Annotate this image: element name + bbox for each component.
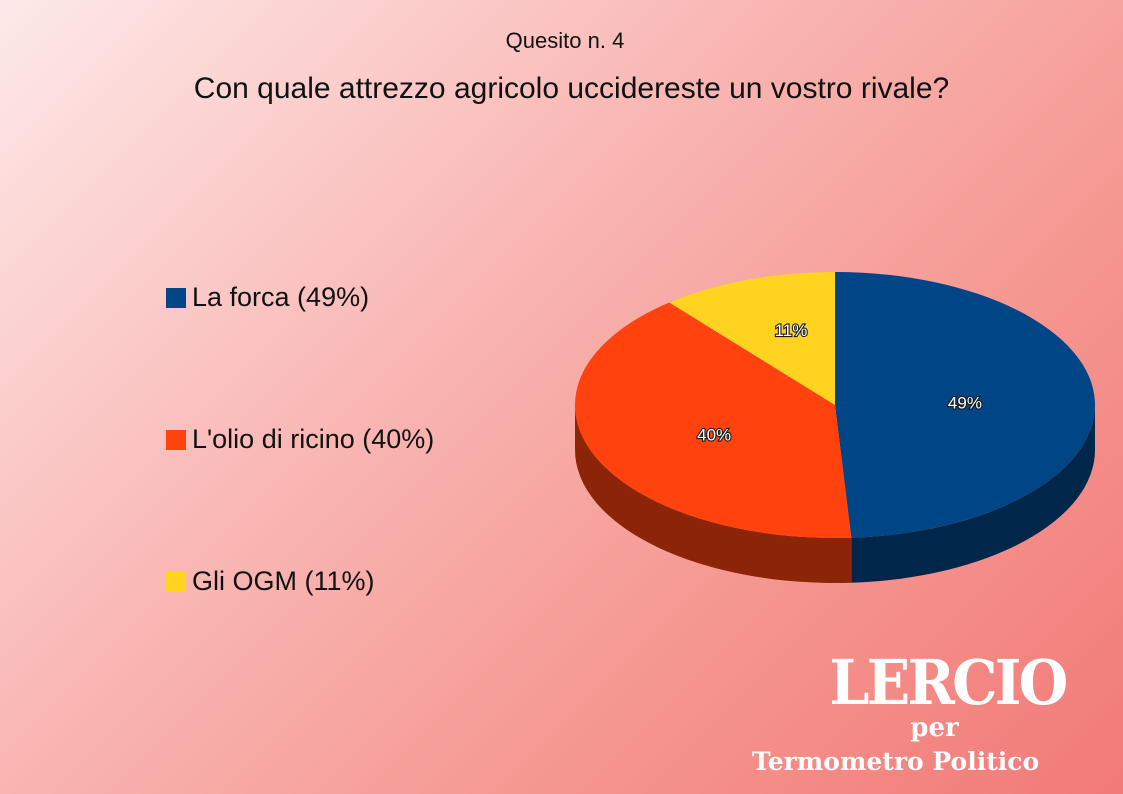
- pie-chart: 49% 40% 11%: [575, 272, 1096, 583]
- legend-item-gli-ogm: Gli OGM (11%): [166, 566, 375, 597]
- logo-subtitle: Termometro Politico: [752, 747, 1040, 776]
- pie-data-label-0: 49%: [948, 393, 982, 412]
- lercio-logo: LERCIO per Termometro Politico: [752, 648, 1097, 786]
- legend-swatch: [166, 429, 186, 450]
- pie-slice-side-0: [851, 405, 1095, 583]
- logo-title: LERCIO: [829, 646, 1068, 719]
- legend-swatch: [166, 571, 186, 592]
- legend-swatch: [166, 287, 186, 308]
- legend-item-la-forca: La forca (49%): [166, 282, 369, 313]
- logo-per: per: [910, 713, 959, 743]
- pie-data-label-2: 11%: [775, 321, 808, 340]
- legend-label: L'olio di ricino (40%): [192, 424, 435, 454]
- pie-slice-0: [835, 272, 1096, 538]
- pie-slice-1: [575, 302, 852, 538]
- legend-label: Gli OGM (11%): [192, 566, 375, 596]
- pie-slice-2: [669, 272, 835, 405]
- chart-title: Con quale attrezzo agricolo uccidereste …: [193, 72, 950, 105]
- pie-data-label-1: 40%: [697, 425, 731, 444]
- legend-label: La forca (49%): [192, 282, 370, 312]
- chart-subtitle: Quesito n. 4: [505, 28, 625, 53]
- pie-slice-side-1: [575, 405, 852, 583]
- legend-item-olio-di-ricino: L'olio di ricino (40%): [166, 424, 434, 455]
